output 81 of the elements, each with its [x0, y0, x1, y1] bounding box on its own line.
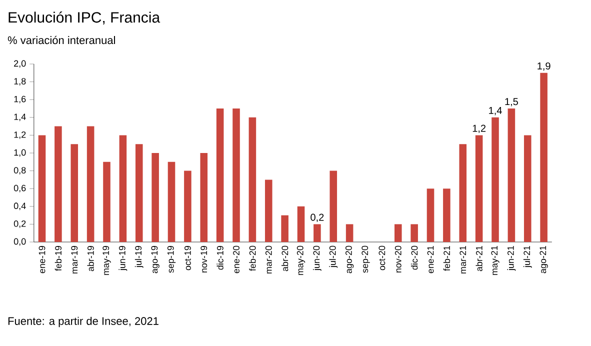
bar — [135, 144, 143, 242]
x-tick-label: ago-21 — [540, 246, 548, 274]
data-label: 0,2 — [310, 214, 324, 222]
bar — [281, 215, 288, 242]
bar — [410, 224, 418, 242]
x-tick-label: feb-21 — [443, 246, 450, 271]
y-tick-label: 0,4 — [14, 202, 26, 210]
x-tick-label: jun-21 — [507, 246, 516, 271]
data-label: 1,9 — [538, 62, 550, 71]
bar — [216, 108, 224, 242]
x-tick-label: ene-21 — [427, 246, 434, 274]
bar — [475, 135, 483, 242]
bar — [443, 188, 450, 242]
bar — [297, 206, 305, 242]
bar — [152, 153, 159, 242]
x-tick-label: may-20 — [296, 246, 306, 275]
x-tick-label: sep-19 — [167, 246, 176, 273]
bar — [540, 72, 548, 242]
y-tick-label: 1,4 — [14, 114, 26, 122]
y-tick-label: 0,6 — [14, 184, 26, 192]
data-label: 1,2 — [472, 124, 486, 134]
x-tick-label: abr-19 — [87, 246, 94, 272]
bar — [103, 162, 110, 242]
bar — [38, 135, 46, 242]
bar — [86, 126, 94, 242]
x-tick-label: oct-19 — [184, 246, 191, 270]
bar — [346, 224, 354, 242]
bar — [459, 144, 467, 242]
bar — [232, 108, 240, 242]
x-tick-label: feb-19 — [54, 246, 62, 271]
x-tick-label: ago-20 — [345, 246, 354, 274]
x-tick-label: dic-20 — [411, 246, 418, 270]
x-tick-label: sep-20 — [362, 246, 370, 273]
x-tick-label: may-19 — [102, 246, 111, 275]
y-tick-label: 1,2 — [14, 131, 26, 139]
x-tick-label: may-21 — [491, 246, 500, 275]
data-label: 1,5 — [505, 98, 518, 106]
x-tick-label: jul-19 — [134, 246, 144, 268]
x-tick-label: abr-21 — [476, 246, 482, 272]
x-tick-label: feb-20 — [249, 246, 256, 271]
bar — [248, 117, 256, 242]
y-tick-label: 1,8 — [14, 78, 26, 86]
x-tick-label: jul-21 — [523, 246, 532, 268]
x-tick-label: ago-19 — [151, 246, 160, 274]
bar — [119, 135, 127, 242]
bar — [264, 180, 272, 242]
x-tick-label: jul-20 — [329, 246, 338, 268]
x-tick-label: abr-20 — [282, 246, 288, 272]
data-label: 1,4 — [489, 107, 502, 116]
source-note: Fuente: a partir de Insee, 2021 — [8, 316, 158, 328]
x-tick-label: mar-20 — [265, 246, 272, 274]
bar — [184, 170, 192, 242]
x-tick-label: ene-19 — [38, 246, 46, 274]
bar — [394, 224, 402, 242]
bar — [492, 117, 499, 242]
x-tick-label: jun-20 — [312, 246, 322, 271]
bar — [200, 153, 208, 242]
x-tick-label: mar-21 — [460, 246, 466, 274]
bar — [314, 224, 321, 242]
y-tick-label: 0,8 — [14, 167, 26, 175]
x-tick-label: dic-19 — [216, 246, 224, 270]
chart-subtitle: % variación interanual — [8, 36, 115, 44]
bar — [54, 126, 62, 242]
y-tick-label: 2,0 — [14, 60, 26, 68]
bar — [168, 162, 176, 242]
bar — [330, 170, 338, 242]
x-tick-label: mar-19 — [71, 246, 78, 274]
y-tick-label: 0,0 — [14, 238, 26, 246]
bar — [426, 188, 434, 242]
x-tick-label: nov-20 — [394, 246, 402, 272]
bar — [524, 135, 532, 242]
x-tick-label: jun-19 — [118, 246, 128, 271]
bar — [508, 108, 516, 242]
y-tick-label: 0,2 — [14, 220, 26, 228]
x-tick-label: nov-19 — [200, 246, 208, 272]
y-tick-label: 1,0 — [14, 149, 26, 157]
chart-title: Evolución IPC, Francia — [8, 12, 160, 24]
x-tick-label: oct-20 — [378, 246, 386, 270]
bar — [70, 144, 78, 242]
x-tick-label: ene-20 — [233, 246, 240, 274]
y-tick-label: 1,6 — [14, 96, 26, 104]
